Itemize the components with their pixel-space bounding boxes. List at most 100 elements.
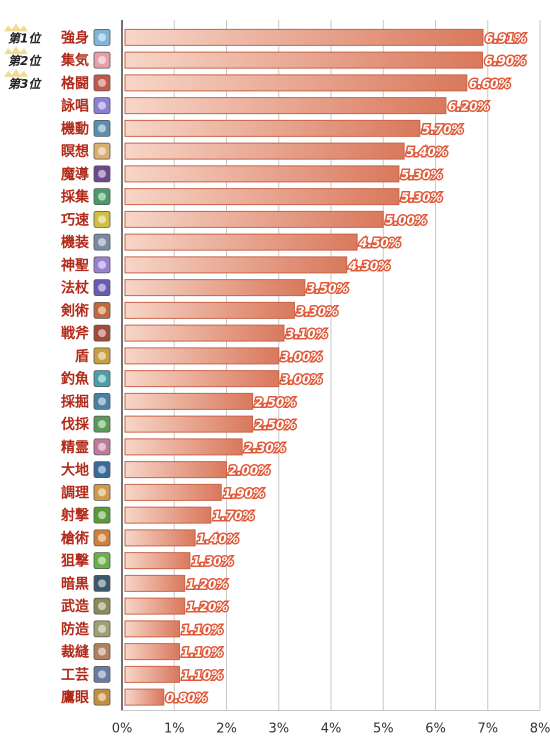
category-label: 武造 — [61, 598, 89, 615]
crown-icon — [4, 46, 28, 55]
category-label: 採集 — [61, 189, 90, 206]
category-label: 魔導 — [61, 166, 89, 183]
data-label: 1.90% — [223, 486, 265, 500]
rank-badge: 第1位 — [8, 31, 42, 45]
dark-icon — [98, 579, 106, 588]
data-label: 6.60% — [469, 77, 511, 91]
bar — [124, 74, 468, 92]
meditate-icon — [98, 147, 106, 156]
category-label: 機装 — [61, 234, 90, 251]
bar — [124, 461, 227, 479]
category-label: 採掘 — [61, 393, 89, 410]
category-label: 槍術 — [61, 530, 89, 547]
bars — [124, 28, 484, 706]
data-label: 5.30% — [401, 191, 443, 205]
category-label: 精霊 — [61, 439, 89, 456]
weaponsmith-icon — [98, 602, 106, 611]
bar — [124, 643, 180, 661]
category-label: 大地 — [61, 462, 89, 479]
data-label: 6.91% — [485, 31, 527, 45]
category-label: 防造 — [61, 621, 89, 638]
rank-badge: 第3位 — [8, 77, 42, 91]
sewing-icon — [98, 647, 106, 656]
bar — [124, 256, 348, 274]
category-label: 神聖 — [61, 257, 89, 274]
bar — [124, 529, 196, 547]
x-tick-label: 8% — [530, 722, 550, 737]
bar — [124, 347, 280, 365]
hawkeye-icon — [98, 693, 106, 702]
bar — [124, 552, 191, 570]
category-label: 強身 — [61, 29, 89, 46]
bar — [124, 688, 165, 706]
category-label: 機動 — [61, 120, 89, 137]
data-label: 5.40% — [406, 145, 448, 159]
bar — [124, 51, 484, 69]
category-label: 集気 — [60, 52, 89, 69]
bar — [124, 210, 384, 228]
bar — [124, 415, 254, 433]
data-label: 1.20% — [187, 577, 229, 591]
bar — [124, 279, 306, 297]
category-label: 工芸 — [61, 666, 89, 683]
speed-icon — [98, 215, 106, 224]
bar — [124, 506, 212, 524]
data-label: 3.00% — [281, 350, 323, 364]
data-label: 1.10% — [181, 646, 223, 660]
category-label: 盾 — [75, 348, 89, 365]
data-label: 2.30% — [244, 441, 286, 455]
category-label: 釣魚 — [61, 371, 89, 388]
x-tick-label: 7% — [477, 722, 498, 737]
data-label: 3.00% — [281, 373, 323, 387]
staff-icon — [98, 283, 106, 292]
category-label: 戦斧 — [61, 325, 90, 342]
category-label: 瞑想 — [61, 143, 89, 160]
data-label: 1.30% — [192, 555, 234, 569]
crown-icon — [4, 68, 28, 77]
fishing-icon — [98, 374, 106, 383]
category-label: 暗黒 — [61, 575, 89, 592]
data-label: 5.00% — [385, 213, 427, 227]
data-label: 1.10% — [181, 623, 223, 637]
data-label: 1.20% — [187, 600, 229, 614]
bar — [124, 392, 254, 410]
cooking-icon — [98, 488, 106, 497]
bar — [124, 28, 484, 46]
magic-icon — [98, 169, 106, 178]
data-label: 4.30% — [348, 259, 391, 273]
agility-icon — [98, 124, 106, 133]
data-label: 5.70% — [422, 122, 464, 136]
shield-icon — [98, 351, 106, 360]
spear-icon — [98, 533, 106, 542]
category-label: 剣術 — [60, 302, 89, 319]
data-label: 0.80% — [166, 691, 208, 705]
strength-icon — [98, 33, 106, 42]
data-label: 3.10% — [286, 327, 328, 341]
sniper-icon — [98, 556, 106, 565]
elemental-icon — [98, 442, 106, 451]
bar — [124, 665, 180, 683]
data-label: 5.30% — [401, 168, 443, 182]
bar — [124, 142, 405, 160]
sword-icon — [98, 306, 106, 315]
data-label: 3.30% — [296, 304, 338, 318]
x-axis: 0% 1% 2% 3% 4% 5% 6% 7% 8% — [112, 20, 550, 737]
data-label: 2.50% — [255, 395, 297, 409]
axe-icon — [98, 329, 106, 338]
chant-icon — [98, 101, 106, 110]
category-label: 鷹眼 — [61, 689, 89, 706]
machine-icon — [98, 238, 106, 247]
earth-icon — [98, 465, 106, 474]
category-label: 法杖 — [61, 280, 90, 297]
lumber-icon — [98, 420, 106, 429]
bar — [124, 483, 222, 501]
bar — [124, 438, 243, 456]
x-tick-label: 1% — [164, 722, 185, 737]
category-label: 格闘 — [61, 75, 89, 92]
x-tick-label: 3% — [268, 722, 289, 737]
data-label: 1.10% — [181, 668, 223, 682]
bar — [124, 370, 280, 388]
data-label: 1.70% — [213, 509, 255, 523]
category-label: 詠唱 — [61, 98, 89, 115]
